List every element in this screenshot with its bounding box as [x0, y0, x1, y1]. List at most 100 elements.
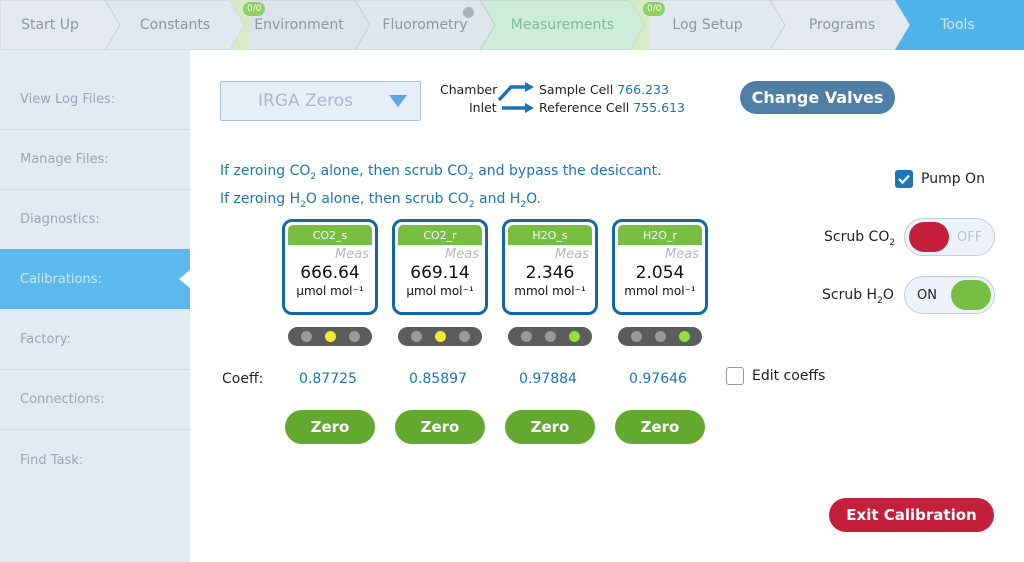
tab-tools[interactable]: Tools: [895, 0, 1024, 50]
tab-badge: 0/0: [243, 2, 266, 16]
status-light-icon: [568, 331, 580, 342]
tab-label: Start Up: [21, 17, 79, 33]
instruction-co2: If zeroing CO2 alone, then scrub CO2 and…: [220, 163, 662, 182]
sensor-name: CO2_s: [288, 225, 372, 245]
sidebar-item-find-task[interactable]: Find Task:: [0, 430, 190, 490]
mode-dropdown-value: IRGA Zeros: [258, 91, 354, 111]
sidebar-item-view-log-files[interactable]: View Log Files:: [0, 70, 190, 130]
inlet-label: Inlet: [469, 100, 497, 115]
change-valves-button[interactable]: Change Valves: [740, 81, 895, 114]
reference-cell-readout: Reference Cell 755.613: [539, 100, 685, 115]
pump-on-label: Pump On: [921, 171, 985, 187]
status-lights: [288, 327, 372, 346]
coeff-value: 0.97884: [519, 371, 577, 387]
sensor-value: 669.14: [410, 263, 470, 283]
reference-cell-value: 755.613: [633, 100, 685, 115]
edit-coeffs-label: Edit coeffs: [752, 368, 826, 384]
coeff-label: Coeff:: [222, 371, 264, 387]
tab-fluorometry[interactable]: Fluorometry: [355, 0, 495, 50]
scrub-co2-state: OFF: [957, 229, 983, 245]
scrub-h2o-state: ON: [917, 287, 937, 303]
sensor-card-co2-r: CO2_r Meas 669.14 µmol mol⁻¹: [392, 219, 488, 315]
sidebar-item-connections[interactable]: Connections:: [0, 370, 190, 430]
sidebar-item-calibrations[interactable]: Calibrations:: [0, 249, 190, 309]
tab-environment[interactable]: 0/0 Environment: [230, 0, 370, 50]
tab-label: Programs: [808, 17, 876, 33]
zero-h2o-s-button[interactable]: Zero: [505, 410, 595, 444]
sensor-card-h2o-r: H2O_r Meas 2.054 mmol mol⁻¹: [612, 219, 708, 315]
sidebar-item-factory[interactable]: Factory:: [0, 310, 190, 370]
sensor-card-co2-s: CO2_s Meas 666.64 µmol mol⁻¹: [282, 219, 378, 315]
sensor-name: H2O_s: [508, 225, 592, 245]
tab-log-setup[interactable]: 0/0 Log Setup: [630, 0, 785, 50]
mode-dropdown[interactable]: IRGA Zeros: [220, 81, 421, 121]
status-light-icon: [678, 331, 690, 342]
tab-constants[interactable]: Constants: [105, 0, 245, 50]
edit-coeffs-checkbox[interactable]: Edit coeffs: [726, 367, 825, 385]
scrub-h2o-toggle[interactable]: ON: [904, 276, 995, 314]
exit-calibration-button[interactable]: Exit Calibration: [829, 498, 994, 532]
active-pointer-icon: [179, 270, 190, 288]
step-tab-bar: Start Up Constants 0/0 Environment Fluor…: [0, 0, 1024, 50]
sensor-unit: µmol mol⁻¹: [406, 284, 474, 298]
zero-co2-r-button[interactable]: Zero: [395, 410, 485, 444]
status-light-icon: [300, 331, 312, 342]
tab-label: Constants: [139, 17, 211, 33]
status-light-icon: [520, 331, 532, 342]
tab-start-up[interactable]: Start Up: [0, 0, 120, 50]
scrub-co2-toggle[interactable]: OFF: [904, 218, 995, 256]
reference-cell-label: Reference Cell: [539, 100, 630, 115]
valve-switch-icon: [497, 82, 534, 113]
sidebar-item-label: Diagnostics:: [20, 212, 100, 227]
toggle-knob: [909, 222, 949, 252]
status-light-icon: [458, 331, 470, 342]
tab-programs[interactable]: Programs: [770, 0, 910, 50]
sidebar-item-diagnostics[interactable]: Diagnostics:: [0, 190, 190, 250]
tab-measurements[interactable]: Measurements: [480, 0, 645, 50]
sensor-name: H2O_r: [618, 225, 702, 245]
checkbox-empty-icon[interactable]: [726, 367, 744, 385]
status-light-icon: [324, 331, 336, 342]
sample-cell-readout: Sample Cell 766.233: [539, 82, 669, 97]
sensor-value: 2.054: [635, 263, 685, 283]
chamber-label: Chamber: [440, 82, 498, 97]
sample-cell-value: 766.233: [617, 82, 669, 97]
sensor-unit: mmol mol⁻¹: [514, 284, 586, 298]
chevron-down-icon: [389, 95, 407, 107]
sidebar-item-label: Factory:: [20, 332, 71, 347]
status-light-icon: [410, 331, 422, 342]
instruction-h2o: If zeroing H2O alone, then scrub CO2 and…: [220, 191, 541, 210]
tab-label: Fluorometry: [382, 17, 468, 33]
sidebar: View Log Files: Manage Files: Diagnostic…: [0, 50, 190, 562]
sidebar-item-label: Connections:: [20, 392, 105, 407]
sensor-value: 2.346: [525, 263, 575, 283]
status-light-icon: [544, 331, 556, 342]
sidebar-item-label: View Log Files:: [20, 92, 116, 107]
sensor-name: CO2_r: [398, 225, 482, 245]
sensor-meas-label: Meas: [665, 247, 699, 262]
checkmark-icon[interactable]: [895, 170, 913, 188]
status-lights: [398, 327, 482, 346]
tab-label: Tools: [940, 17, 975, 33]
coeff-value: 0.97646: [629, 371, 687, 387]
scrub-h2o-label: Scrub H2O: [822, 287, 894, 306]
scrub-co2-label: Scrub CO2: [824, 229, 896, 248]
status-light-icon: [434, 331, 446, 342]
sensor-card-h2o-s: H2O_s Meas 2.346 mmol mol⁻¹: [502, 219, 598, 315]
zero-co2-s-button[interactable]: Zero: [285, 410, 375, 444]
tab-label: Log Setup: [672, 17, 743, 33]
pump-on-checkbox[interactable]: Pump On: [895, 170, 985, 188]
coeff-value: 0.85897: [409, 371, 467, 387]
sensor-unit: µmol mol⁻¹: [296, 284, 364, 298]
sensor-unit: mmol mol⁻¹: [624, 284, 696, 298]
sensor-meas-label: Meas: [555, 247, 589, 262]
sidebar-item-label: Calibrations:: [20, 271, 102, 287]
zero-h2o-r-button[interactable]: Zero: [615, 410, 705, 444]
sidebar-item-manage-files[interactable]: Manage Files:: [0, 130, 190, 190]
status-dot-icon: [463, 7, 474, 18]
tab-label: Environment: [254, 17, 344, 33]
tab-label: Measurements: [510, 17, 615, 33]
sample-cell-label: Sample Cell: [539, 82, 614, 97]
coeff-value: 0.87725: [299, 371, 357, 387]
status-light-icon: [630, 331, 642, 342]
